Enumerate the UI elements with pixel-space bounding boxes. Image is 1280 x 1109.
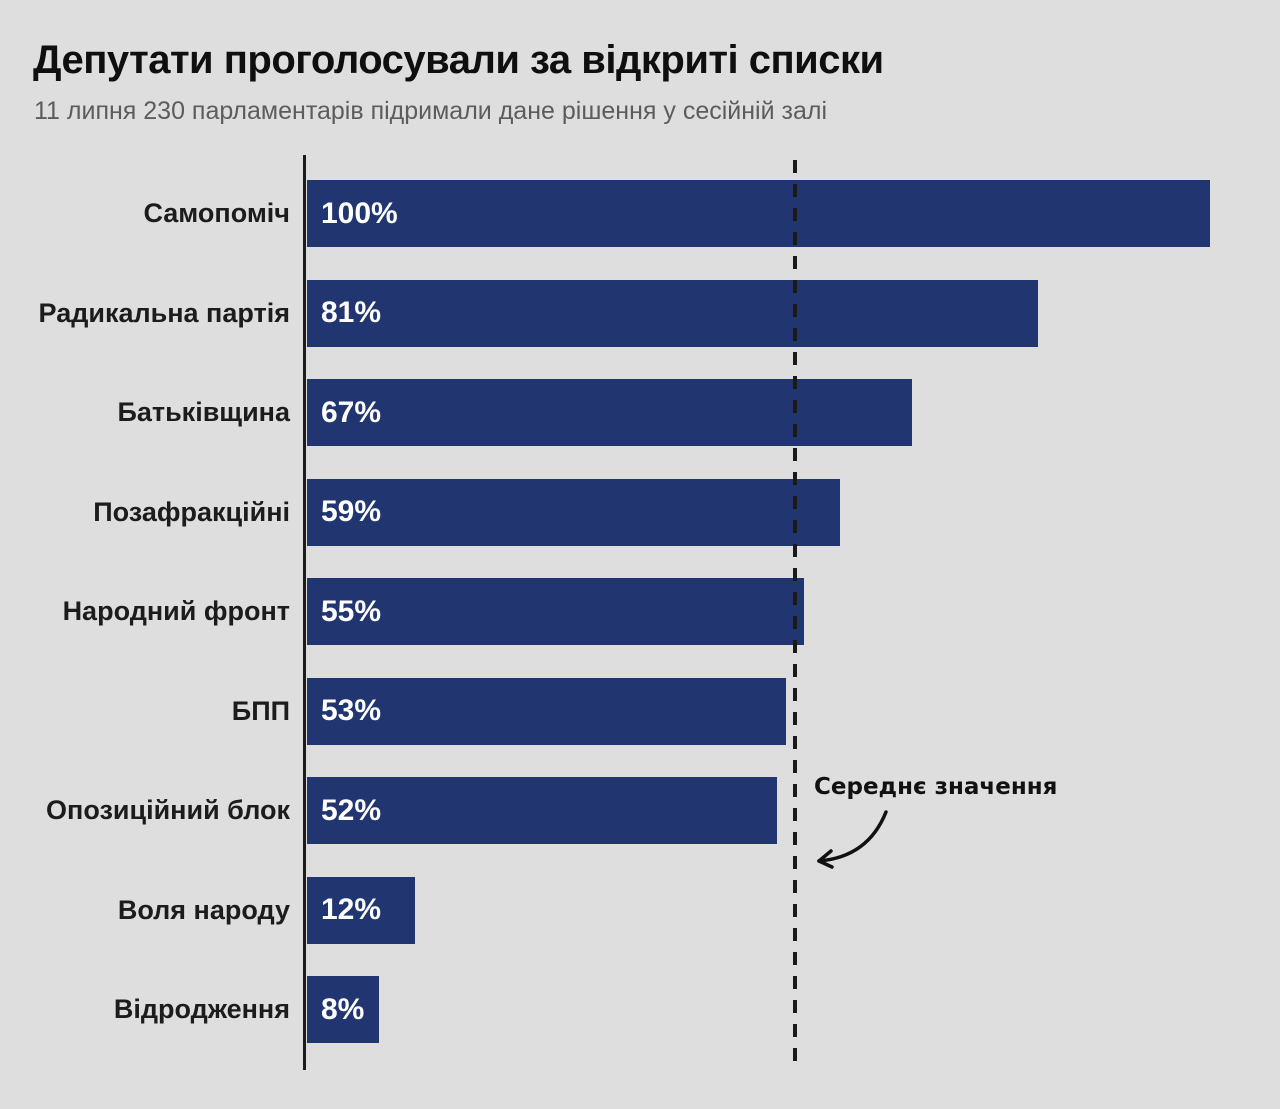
category-label: Самопоміч xyxy=(143,198,290,228)
bar: 8% xyxy=(307,976,380,1043)
curved-arrow-icon xyxy=(817,810,888,869)
bar: 81% xyxy=(307,279,1039,347)
category-label: Відродження xyxy=(113,994,290,1024)
bar-row: Відродження 8% xyxy=(114,976,1210,1043)
y-axis-line xyxy=(303,155,306,1070)
bar: 67% xyxy=(307,379,912,446)
value-label: 55% xyxy=(321,594,382,628)
category-label: Воля народу xyxy=(117,894,290,925)
bar-row: Самопоміч 100% xyxy=(143,180,1210,247)
page-subtitle: 11 липня 230 парламентарів підримали дан… xyxy=(34,97,828,125)
value-label: 12% xyxy=(321,893,382,926)
bar-row: Воля народу 12% xyxy=(118,876,1210,944)
category-label: Позафракційні xyxy=(93,496,290,527)
bar-row: Опозиційний блок 52% xyxy=(46,777,1210,844)
average-line-label: Середнє значення xyxy=(814,774,1058,800)
value-label: 81% xyxy=(321,296,382,329)
bar-row: Народний фронт 55% xyxy=(63,578,1210,645)
value-label: 59% xyxy=(321,495,382,528)
value-label: 53% xyxy=(321,694,382,727)
category-label: Батьківщина xyxy=(117,397,290,427)
bar: 12% xyxy=(307,876,416,944)
category-label: Радикальна партія xyxy=(38,297,290,328)
bar: 53% xyxy=(307,677,786,745)
bar: 55% xyxy=(307,578,804,645)
category-label: Народний фронт xyxy=(62,596,290,626)
bar: 100% xyxy=(307,180,1210,247)
plot-area: Самопоміч 100% Радикальна партія 81% Бат… xyxy=(39,155,1210,1070)
bar-chart: Самопоміч 100% Радикальна партія 81% Бат… xyxy=(39,155,1253,1070)
bar-rows: Самопоміч 100% Радикальна партія 81% Бат… xyxy=(39,180,1210,1076)
value-label: 52% xyxy=(321,793,382,827)
value-label: 67% xyxy=(321,395,382,429)
bar: 52% xyxy=(307,777,777,844)
bar-row: Позафракційні 59% xyxy=(93,478,1210,546)
page-title: Депутати проголосували за відкриті списк… xyxy=(33,38,884,82)
bar-row: Радикальна партія 81% xyxy=(39,279,1210,347)
bar-row: Батьківщина 67% xyxy=(117,379,1210,446)
value-label: 100% xyxy=(321,196,398,230)
category-label: Опозиційний блок xyxy=(46,795,290,825)
bar: 59% xyxy=(307,478,840,546)
bar-row: БПП 53% xyxy=(232,677,1210,745)
average-line xyxy=(792,160,797,1070)
category-label: БПП xyxy=(231,695,290,726)
value-label: 8% xyxy=(321,992,365,1026)
